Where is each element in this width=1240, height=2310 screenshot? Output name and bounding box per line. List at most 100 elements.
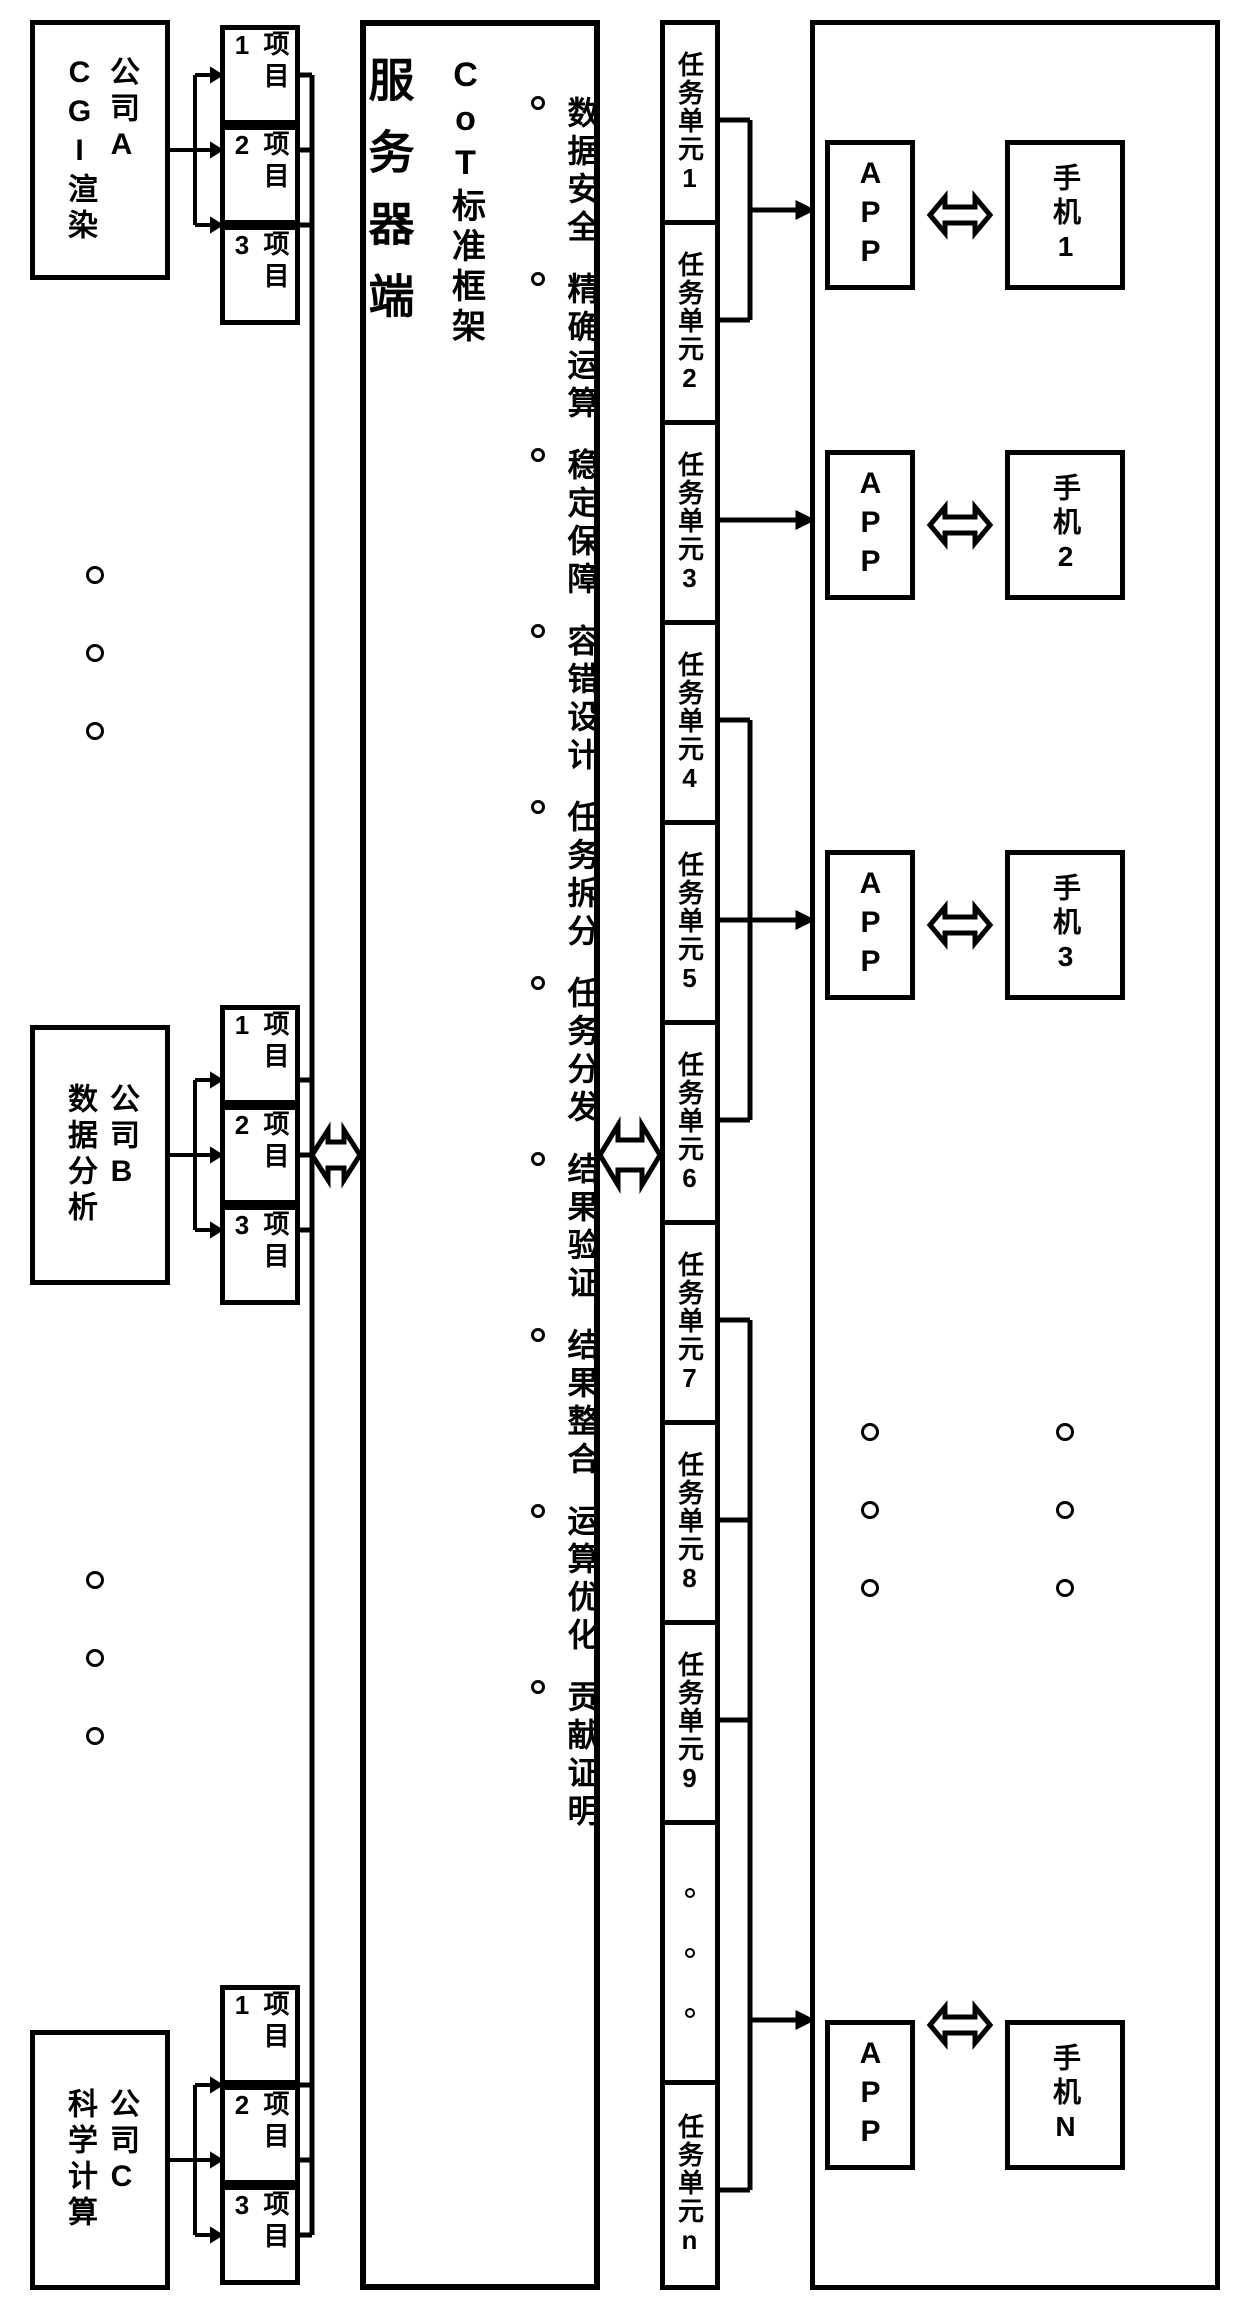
app-box-2: APP [825, 450, 915, 600]
task-unit-label: 任务单元5 [672, 851, 709, 995]
phone-label: 手机3 [1045, 873, 1085, 978]
phone-box-3: 手机3 [1005, 850, 1125, 1000]
phone-box-1: 手机1 [1005, 140, 1125, 290]
task-unit-box: 任务单元7 [665, 1225, 715, 1425]
ellipsis-dot [86, 1649, 104, 1667]
server-item-label: 精确运算 [559, 272, 605, 424]
server-items-list: 数据安全精确运算稳定保障容错设计任务拆分任务分发结果验证结果整合运算优化贡献证明 [531, 96, 605, 1832]
phone-label: 手机1 [1045, 163, 1085, 268]
task-unit-label: 任务单元6 [672, 1051, 709, 1195]
ellipsis-dot [86, 1727, 104, 1745]
server-item-label: 结果整合 [559, 1328, 605, 1480]
task-unit-box: 任务单元4 [665, 625, 715, 825]
bullet-circle-icon [531, 1504, 545, 1518]
bullet-circle-icon [531, 96, 545, 110]
server-item-label: 贡献证明 [559, 1680, 605, 1832]
app-label: APP [853, 2037, 887, 2154]
project-label: 项目3 [226, 1210, 294, 1300]
task-unit-box: 任务单元8 [665, 1425, 715, 1625]
task-unit-box: 任务单元5 [665, 825, 715, 1025]
bullet-circle-icon [531, 272, 545, 286]
server-item-label: 运算优化 [559, 1504, 605, 1656]
ellipsis-dot [861, 1501, 879, 1519]
app-box-1: APP [825, 140, 915, 290]
project-box: 项目1 [220, 1005, 300, 1105]
ellipsis-dot [1056, 1501, 1074, 1519]
app-label: APP [853, 157, 887, 274]
bullet-circle-icon [531, 1152, 545, 1166]
ellipsis-dot [1056, 1423, 1074, 1441]
projects-server-arrow [300, 20, 360, 2290]
server-item-label: 结果验证 [559, 1152, 605, 1304]
bullet-circle-icon [531, 624, 545, 638]
phones-column: 手机1 手机2 手机3 手机N [995, 25, 1135, 2285]
server-column: 服务器端 CoT标准框架 数据安全精确运算稳定保障容错设计任务拆分任务分发结果验… [360, 20, 600, 2290]
bullet-circle-icon [531, 1680, 545, 1694]
server-item-label: 稳定保障 [559, 448, 605, 600]
ellipsis-dot [1056, 1579, 1074, 1597]
phone-box-2: 手机2 [1005, 450, 1125, 600]
project-label: 项目1 [226, 1990, 294, 2080]
system-architecture-diagram: 公司ACGI渲染 公司B数据分析 公司C科学计算 [20, 20, 1220, 2290]
ellipsis-dot [861, 1579, 879, 1597]
company-a-label: 公司ACGI渲染 [58, 56, 142, 245]
ellipsis-dot [86, 1571, 104, 1589]
task-unit-box: 任务单元2 [665, 225, 715, 425]
task-unit-label: 任务单元n [672, 2113, 709, 2257]
project-label: 项目2 [226, 2090, 294, 2180]
project-box: 项目3 [220, 225, 300, 325]
bullet-circle-icon [531, 1328, 545, 1342]
server-item-label: 任务分发 [559, 976, 605, 1128]
server-subtitle: CoT标准框架 [442, 56, 491, 348]
bullet-circle-icon [531, 800, 545, 814]
project-label: 项目3 [226, 230, 294, 320]
task-unit-box: 任务单元3 [665, 425, 715, 625]
project-box: 项目2 [220, 125, 300, 225]
app-box-n: APP [825, 2020, 915, 2170]
project-label: 项目1 [226, 30, 294, 120]
task-unit-label: 任务单元1 [672, 51, 709, 195]
app-phone-panel: APP APP APP APP [810, 20, 1220, 2290]
phone-box-n: 手机N [1005, 2020, 1125, 2170]
company-project-connectors [170, 20, 220, 2290]
task-unit-box: 任务单元9 [665, 1625, 715, 1825]
ellipsis-dot [86, 644, 104, 662]
task-unit-label: 任务单元9 [672, 1651, 709, 1795]
project-box: 项目3 [220, 2185, 300, 2285]
project-label: 项目2 [226, 130, 294, 220]
phone-label: 手机2 [1045, 473, 1085, 578]
project-box: 项目1 [220, 1985, 300, 2085]
bullet-circle-icon [531, 976, 545, 990]
server-tasks-arrow [600, 20, 660, 2290]
company-a-box: 公司ACGI渲染 [30, 20, 170, 280]
server-item-label: 数据安全 [559, 96, 605, 248]
server-title: 服务器端 [356, 56, 422, 344]
project-label: 项目1 [226, 1010, 294, 1100]
phone-label: 手机N [1045, 2043, 1085, 2148]
ellipsis-dot [86, 722, 104, 740]
task-unit-label: 任务单元8 [672, 1451, 709, 1595]
task-unit-label: 任务单元2 [672, 251, 709, 395]
company-c-box: 公司C科学计算 [30, 2030, 170, 2290]
company-b-box: 公司B数据分析 [30, 1025, 170, 1285]
project-label: 项目2 [226, 1110, 294, 1200]
apps-column: APP APP APP APP [815, 25, 925, 2285]
ellipsis-dot [861, 1423, 879, 1441]
app-box-3: APP [825, 850, 915, 1000]
bullet-circle-icon [531, 448, 545, 462]
app-phone-arrows [925, 25, 995, 2285]
app-label: APP [853, 867, 887, 984]
projects-column: 项目1 项目2 项目3 项目1 项目2 项目3 项目1 项目2 项目3 [220, 20, 300, 2290]
task-unit-box: 任务单元n [665, 2085, 715, 2285]
task-unit-box: 任务单元6 [665, 1025, 715, 1225]
task-app-connectors [720, 20, 810, 2290]
task-unit-label: 任务单元4 [672, 651, 709, 795]
project-box: 项目2 [220, 1105, 300, 1205]
app-label: APP [853, 467, 887, 584]
server-box: 服务器端 CoT标准框架 数据安全精确运算稳定保障容错设计任务拆分任务分发结果验… [360, 20, 600, 2290]
server-item-label: 任务拆分 [559, 800, 605, 952]
task-unit-label: 任务单元3 [672, 451, 709, 595]
task-ellipsis [665, 1825, 715, 2085]
task-unit-box: 任务单元1 [665, 25, 715, 225]
project-box: 项目1 [220, 25, 300, 125]
